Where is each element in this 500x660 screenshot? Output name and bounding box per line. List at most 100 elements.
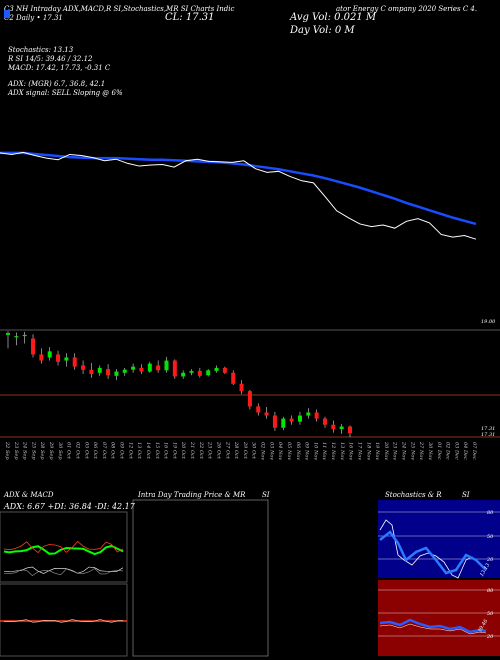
rsi-line — [379, 618, 487, 634]
date-tick-label: 28 Oct — [233, 441, 239, 460]
candle-body — [106, 369, 111, 376]
date-tick-label: 19 Nov — [374, 442, 380, 460]
rsi-signal-line — [379, 623, 487, 635]
candle-body — [164, 360, 169, 371]
candle-body — [39, 354, 44, 361]
candle-body — [64, 357, 69, 361]
candle-body — [206, 370, 211, 376]
candle-body — [247, 391, 252, 407]
intraday-panel-title: Intra Day Trading Price & MR — [138, 491, 246, 499]
intraday-panel-frame — [132, 499, 269, 657]
candle-body — [147, 363, 152, 372]
candle-body — [97, 367, 102, 373]
sma-line — [0, 151, 477, 226]
rsi-readout: R SI 14/5: 39.46 / 32.12 — [8, 55, 93, 63]
line-chart-layer — [0, 151, 477, 240]
candle-body — [306, 412, 311, 416]
candle-body — [114, 371, 119, 376]
date-tick-label: 22 Oct — [198, 441, 204, 460]
date-tick-label: 04 Nov — [277, 442, 283, 460]
date-tick-label: 16 Oct — [163, 442, 169, 460]
date-tick-label: 21 Oct — [189, 441, 195, 460]
date-tick-label: 14 Oct — [145, 442, 151, 460]
indicator-panels — [0, 499, 500, 657]
stochastics-readout: Stochastics: 13.13 — [8, 46, 74, 54]
date-tick-label: 23 Oct — [207, 441, 213, 460]
close-price: CL: 17.31 — [165, 12, 215, 23]
stoch-level-50: 50 — [487, 534, 494, 540]
candle-body — [281, 418, 286, 428]
candle-body — [172, 360, 177, 377]
candle-body — [314, 412, 319, 419]
date-tick-label: 26 Oct — [215, 441, 221, 460]
date-tick-label: 09 Oct — [119, 442, 125, 460]
date-axis: 22 Sep 23 Sep 24 Sep 25 Sep 28 Sep 29 Sep 30 S… — [4, 441, 477, 460]
date-tick-label: 25 Sep — [30, 441, 36, 460]
brand-square-icon — [4, 10, 10, 18]
candle-body — [322, 418, 327, 425]
date-tick-label: 09 Nov — [304, 442, 310, 460]
adx-panel-values: ADX: 6.67 +DI: 36.84 -DI: 42.17 — [4, 502, 135, 511]
rsi-level-20: 20 — [487, 634, 494, 640]
date-tick-label: 01 Dec — [436, 442, 442, 460]
date-tick-label: 12 Oct — [127, 442, 133, 460]
date-tick-label: 11 Nov — [321, 442, 327, 460]
date-tick-label: 10 Nov — [312, 442, 318, 460]
date-tick-label: 02 Dec — [445, 442, 451, 460]
candle-body — [139, 367, 144, 372]
stoch-panel-title: Stochastics & R — [385, 491, 442, 499]
date-tick-label: 23 Sep — [13, 441, 19, 460]
date-tick-label: 06 Nov — [295, 442, 301, 460]
candle-body — [331, 424, 336, 429]
rsi-level-50: 50 — [487, 611, 494, 617]
candle-body — [239, 383, 244, 392]
candle-body — [297, 415, 302, 422]
date-tick-label: 25 Nov — [409, 441, 415, 460]
date-tick-label: 08 Oct — [110, 442, 116, 460]
adx-red-line — [3, 540, 124, 554]
candle-body — [156, 365, 161, 371]
chart-title-right: ator Energy C ompany 2020 Series C 4. — [336, 5, 478, 13]
candle-body — [72, 357, 77, 367]
date-tick-label: 22 Sep — [4, 441, 10, 460]
date-tick-label: 05 Nov — [286, 442, 292, 460]
candle-body — [22, 334, 27, 337]
candle-body — [189, 370, 194, 373]
candle-body — [348, 426, 352, 434]
adx-readout: ADX: (MGR) 6.7, 36.8, 42.1 — [8, 80, 106, 88]
candle-body — [31, 338, 36, 355]
date-tick-label: 02 Oct — [74, 442, 80, 460]
candle-body — [89, 369, 94, 374]
date-tick-label: 02 Nov — [260, 442, 266, 460]
sub-header: C2 Daily • 17.31 — [4, 14, 63, 22]
date-tick-label: 06 Oct — [92, 442, 98, 460]
macd-panel-frame — [0, 583, 128, 657]
date-tick-label: 20 Nov — [383, 441, 389, 460]
date-tick-label: 27 Oct — [224, 441, 230, 460]
candle-body — [181, 372, 186, 377]
adx-panel-title: ADX & MACD — [4, 491, 54, 499]
chart-title-left: C3 NH Intraday ADX,MACD,R SI,Stochastics… — [4, 5, 235, 13]
date-tick-label: 29 Sep — [48, 441, 54, 460]
date-tick-label: 07 Dec — [471, 442, 477, 460]
date-tick-label: 23 Nov — [392, 441, 398, 460]
adx-green-line — [3, 544, 124, 556]
candle-body — [122, 369, 127, 373]
rsi-level-80: 80 — [487, 588, 494, 594]
stoch-d-line — [379, 530, 487, 575]
date-tick-label: 07 Oct — [101, 442, 107, 460]
date-tick-label: 30 Sep — [57, 442, 63, 460]
macd-white-line — [3, 566, 124, 574]
macd-signal-line — [3, 619, 124, 623]
avg-volume: Avg Vol: 0.021 M — [290, 12, 377, 23]
candle-body — [81, 365, 86, 370]
adx-signal-readout: ADX signal: SELL Sloping @ 6% — [8, 89, 123, 97]
candle-body — [272, 415, 277, 428]
rsi-panel-bg — [378, 580, 500, 656]
intraday-panel-si: SI — [262, 491, 270, 499]
date-tick-label: 24 Nov — [401, 441, 407, 460]
date-tick-label: 28 Sep — [39, 441, 45, 460]
candle-body — [14, 336, 19, 338]
candle-body — [231, 372, 236, 384]
